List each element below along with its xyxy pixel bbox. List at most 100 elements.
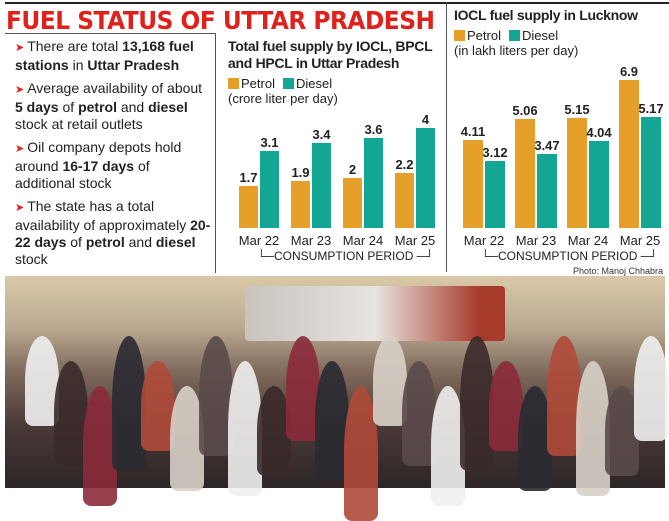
person-figure (286, 336, 320, 441)
fact-text: of additional stock (15, 158, 150, 191)
legend-swatch (454, 30, 465, 41)
fact-text: Average availability of about (27, 80, 203, 96)
fact-text: The state has a total availability of ap… (15, 198, 191, 233)
bar-petrol (567, 117, 587, 228)
fact-text: There are total (27, 38, 123, 54)
person-figure (228, 361, 262, 496)
data-label: 4.11 (460, 123, 486, 139)
data-label: 3.4 (312, 127, 331, 142)
bar-petrol (463, 139, 483, 228)
data-label: 5.15 (564, 101, 590, 117)
fact-item: ➤ There are total 13,168 fuel stations in… (15, 38, 213, 74)
bar-diesel (589, 141, 609, 228)
bar-petrol (343, 178, 362, 228)
tanker-truck (245, 286, 505, 341)
facts-list: ➤ There are total 13,168 fuel stations in… (15, 38, 213, 274)
fact-item: ➤ Oil company depots hold around 16-17 da… (15, 139, 213, 192)
fact-item: ➤ Average availability of about 5 days of… (15, 80, 213, 133)
person-figure (25, 336, 59, 426)
legend: Petrol Diesel (in lakh liters per day) (454, 28, 666, 58)
fact-text: diesel (148, 99, 188, 115)
bar-petrol (239, 185, 258, 228)
data-label: 2 (348, 162, 357, 177)
arrow-icon: ➤ (15, 84, 25, 96)
legend-swatch (508, 30, 520, 41)
data-label: 5.17 (638, 101, 664, 117)
person-figure (605, 386, 639, 476)
legend-label: Diesel (295, 76, 333, 91)
person-figure (576, 361, 610, 496)
fact-text: Uttar Pradesh (87, 57, 180, 73)
legend-label: Petrol (241, 76, 275, 91)
fact-text: diesel (155, 234, 196, 250)
person-figure (489, 361, 523, 451)
person-figure (315, 361, 349, 481)
bar-diesel (641, 117, 661, 228)
data-label: 5.06 (512, 103, 538, 119)
data-label: 3.47 (534, 137, 560, 153)
bar-petrol (291, 180, 310, 228)
person-figure (199, 336, 233, 456)
fact-text: stock (15, 251, 48, 267)
bracket-right: ─┘ (413, 249, 434, 263)
x-tick-label: Mar 24 (567, 233, 609, 248)
bracket-right: ─┘ (637, 249, 658, 263)
fact-text: 16-17 days (62, 158, 135, 174)
fact-text: of (58, 99, 79, 115)
fact-text: 13,168 fuel stations (15, 38, 194, 73)
arrow-icon: ➤ (15, 42, 25, 54)
fact-text: and (116, 99, 149, 115)
fact-text: petrol (78, 99, 117, 115)
person-figure (170, 386, 204, 491)
x-tick-label: Mar 25 (394, 233, 436, 248)
data-label: 6.9 (619, 64, 639, 79)
person-figure (547, 336, 581, 456)
x-tick-label: Mar 22 (463, 233, 505, 248)
legend-swatch (228, 78, 239, 89)
fact-text: and (124, 234, 156, 250)
chart-header: IOCL fuel supply in Lucknow Petrol Diesel(… (454, 7, 666, 58)
legend: Petrol Diesel (crore liter per day) (228, 76, 442, 106)
bar-diesel (416, 128, 435, 228)
person-figure (373, 336, 407, 426)
bar-diesel (260, 150, 279, 228)
data-label: 1.7 (239, 169, 258, 185)
legend-swatch (282, 78, 294, 89)
person-figure (83, 386, 117, 506)
data-label: 3.6 (364, 122, 383, 137)
x-tick-label: Mar 25 (619, 233, 661, 248)
person-figure (141, 361, 175, 451)
page-title: FUEL STATUS OF UTTAR PRADESH (6, 6, 435, 35)
x-axis-title-text: CONSUMPTION PERIOD (498, 249, 638, 263)
data-label: 3.1 (260, 134, 279, 150)
person-figure (257, 386, 291, 476)
person-figure (112, 336, 146, 471)
chart-title: Total fuel supply by IOCL, BPCL and HPCL… (228, 38, 433, 71)
person-figure (460, 336, 494, 471)
x-tick-label: Mar 23 (515, 233, 557, 248)
divider (446, 2, 447, 272)
fact-text: of (66, 234, 86, 250)
chart-title: IOCL fuel supply in Lucknow (454, 7, 638, 23)
person-figure (54, 361, 88, 466)
bracket-left: └─ (481, 249, 499, 263)
fact-text: petrol (85, 234, 125, 250)
fact-item: ➤ The state has a total availability of a… (15, 198, 213, 268)
x-tick-label: Mar 24 (342, 233, 384, 248)
bar-diesel (485, 161, 505, 228)
data-label: 1.9 (291, 164, 310, 180)
x-axis-title: └─CONSUMPTION PERIOD ─┘ (257, 249, 434, 263)
bar-petrol (515, 119, 535, 228)
fact-text: 5 days (15, 99, 59, 115)
data-label: 4.04 (586, 125, 612, 141)
fact-text: in (68, 57, 88, 73)
top-rule (5, 2, 669, 4)
fact-text: 20-22 days (15, 217, 211, 250)
bracket-left: └─ (257, 249, 275, 263)
legend-label: Diesel (521, 28, 559, 43)
data-label: 4 (421, 112, 430, 127)
fact-text: Oil company depots hold around (15, 139, 182, 174)
bar-diesel (364, 138, 383, 228)
x-tick-label: Mar 23 (290, 233, 332, 248)
arrow-icon: ➤ (15, 143, 25, 155)
